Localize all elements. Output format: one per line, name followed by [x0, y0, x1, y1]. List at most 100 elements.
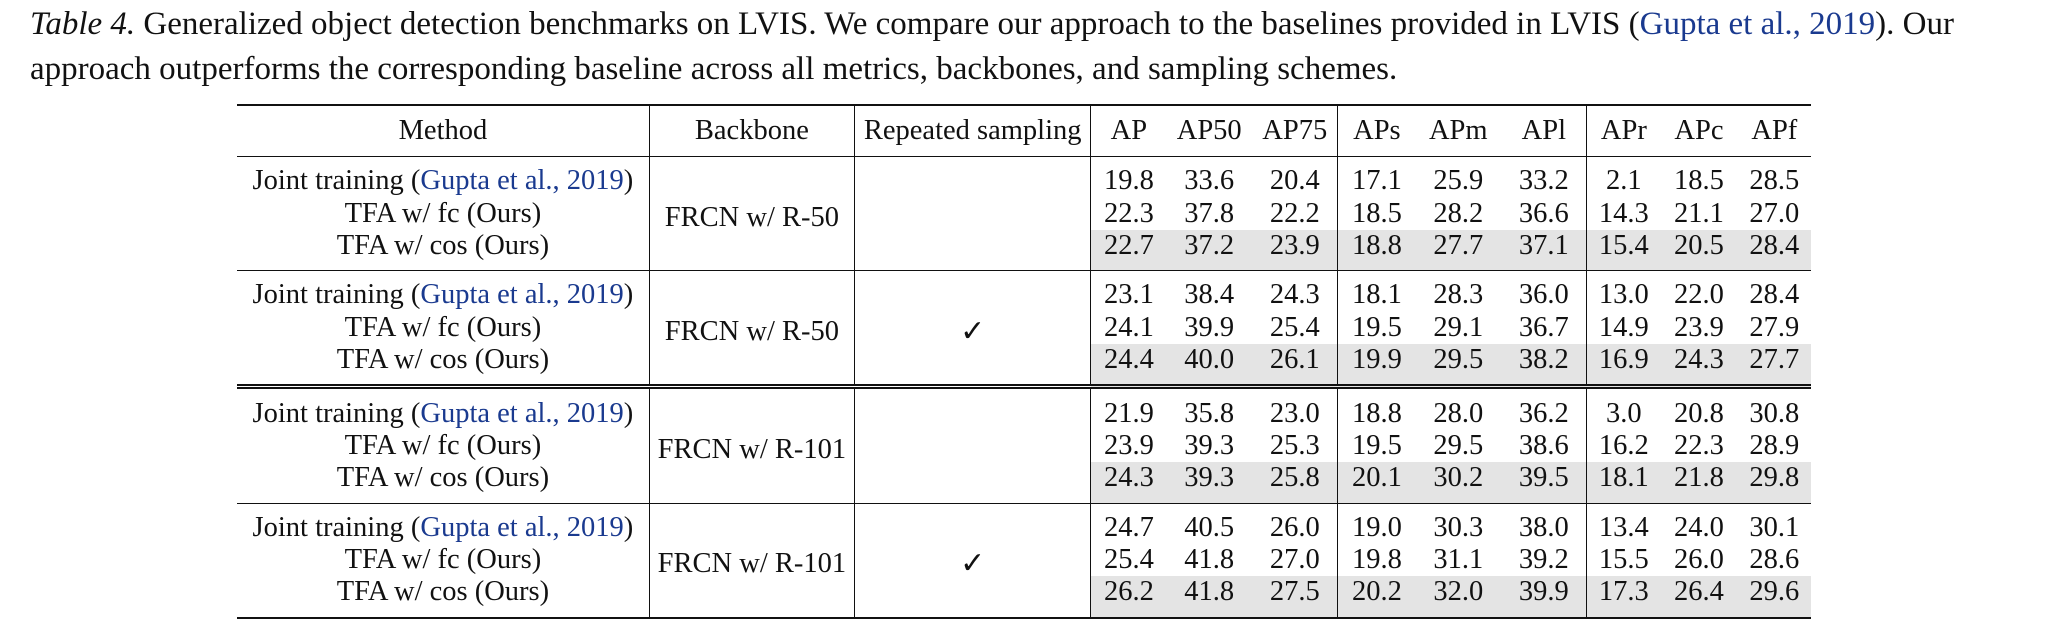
method-name: Joint training ( — [252, 279, 421, 311]
backbone-cell: FRCN w/ R-101 — [648, 386, 855, 504]
value-ap: 24.4 — [1090, 343, 1167, 387]
backbone-cell: FRCN w/ R-50 — [648, 270, 855, 387]
value-aps: 18.8 — [1337, 229, 1416, 271]
method-name: Joint training ( — [252, 165, 421, 197]
value-apf: 27.0 — [1749, 197, 1800, 229]
table-row: TFA w/ cos (Ours) 26.2 41.8 27.5 20.2 32.0 39.… — [237, 576, 1811, 618]
value-apm: 28.2 — [1433, 197, 1484, 229]
citation-link[interactable]: Gupta et al., 2019 — [420, 397, 624, 429]
table-row: TFA w/ fc (Ours) 23.9 39.3 25.3 19.5 29.5 38.6… — [237, 429, 1811, 463]
value-apc: 22.3 — [1674, 429, 1724, 461]
value-ap75: 27.5 — [1252, 576, 1338, 618]
value-apc: 21.1 — [1674, 197, 1724, 229]
value-apf: 28.5 — [1749, 165, 1800, 197]
value-ap75: 25.3 — [1269, 429, 1320, 461]
method-cell: TFA w/ cos (Ours) — [237, 230, 649, 271]
value-ap50: 38.4 — [1184, 279, 1235, 311]
value-ap75: 24.3 — [1269, 279, 1320, 311]
value-aps: 18.5 — [1337, 197, 1416, 230]
header-aps: APs — [1337, 105, 1416, 157]
value-apc: 24.3 — [1660, 343, 1738, 387]
caption-text-end: ). Our approach outperforms the correspo… — [30, 6, 1954, 87]
value-apr: 16.9 — [1586, 343, 1661, 387]
value-ap50: 37.8 — [1184, 197, 1235, 229]
value-aps: 19.5 — [1337, 311, 1416, 344]
value-ap50: 39.9 — [1184, 311, 1235, 343]
value-ap75: 22.2 — [1269, 197, 1320, 229]
value-apr: 17.3 — [1586, 576, 1661, 618]
repeated-sampling-cell — [853, 386, 1091, 504]
method-cell: TFA w/ fc (Ours) — [237, 430, 649, 462]
header-ap: AP — [1090, 105, 1167, 157]
method-name: TFA w/ fc (Ours) — [344, 311, 542, 343]
header-apc: APc — [1674, 115, 1724, 146]
value-apc: 22.0 — [1674, 279, 1724, 311]
value-aps: 18.1 — [1337, 270, 1416, 312]
method-name: TFA w/ cos (Ours) — [336, 344, 550, 376]
value-aps: 19.0 — [1337, 503, 1416, 544]
results-table: Method Backbone Repeated sampling AP AP5… — [237, 104, 1811, 619]
value-apr: 13.0 — [1586, 270, 1661, 312]
header-repeated-sampling: Repeated sampling — [853, 105, 1091, 157]
value-ap50: 39.3 — [1184, 429, 1235, 461]
value-ap75: 26.1 — [1252, 343, 1338, 387]
value-apl: 38.2 — [1501, 343, 1587, 387]
value-ap75: 26.0 — [1269, 511, 1320, 543]
method-name: TFA w/ cos (Ours) — [336, 576, 550, 608]
value-apc: 20.5 — [1660, 229, 1738, 271]
value-apm: 25.9 — [1433, 165, 1484, 197]
value-apf: 28.6 — [1749, 544, 1800, 576]
table-row: TFA w/ cos (Ours) 24.3 39.3 25.8 20.1 30.2 39.… — [237, 462, 1811, 504]
citation-link[interactable]: Gupta et al., 2019 — [420, 511, 624, 543]
value-apm: 28.0 — [1433, 397, 1484, 429]
method-cell: Joint training (Gupta et al., 2019) — [237, 157, 649, 198]
table-label: Table 4. — [30, 6, 136, 42]
value-ap: 24.7 — [1090, 503, 1167, 544]
value-ap75: 23.9 — [1252, 229, 1338, 271]
value-apr: 14.3 — [1586, 197, 1661, 230]
value-apc: 24.0 — [1674, 511, 1724, 543]
group-r50-repeated: Joint training (Gupta et al., 2019) FRCN … — [237, 270, 1811, 387]
value-apl: 36.2 — [1518, 397, 1569, 429]
value-ap: 24.1 — [1090, 311, 1167, 344]
value-apm: 27.7 — [1415, 229, 1502, 271]
value-apf: 27.7 — [1737, 343, 1811, 387]
citation-link[interactable]: Gupta et al., 2019 — [420, 279, 624, 311]
value-apc: 26.0 — [1674, 544, 1724, 576]
value-apf: 29.8 — [1737, 462, 1811, 504]
value-apl: 38.6 — [1518, 429, 1569, 461]
method-cell: TFA w/ cos (Ours) — [237, 576, 649, 617]
value-apm: 30.3 — [1433, 511, 1484, 543]
value-apl: 37.1 — [1501, 229, 1587, 271]
value-aps: 18.8 — [1337, 386, 1416, 430]
value-apl: 36.7 — [1518, 311, 1569, 343]
repeated-sampling-cell — [853, 156, 1091, 271]
table-row: Joint training (Gupta et al., 2019) FRCN … — [237, 270, 1811, 387]
value-ap: 23.1 — [1090, 270, 1167, 312]
value-apc: 23.9 — [1674, 311, 1724, 343]
value-apm: 32.0 — [1415, 576, 1502, 618]
value-aps: 19.9 — [1337, 343, 1416, 387]
value-apl: 39.9 — [1501, 576, 1587, 618]
backbone-cell: FRCN w/ R-50 — [648, 156, 855, 271]
method-suffix: ) — [623, 165, 634, 197]
value-apf: 28.4 — [1737, 229, 1811, 271]
method-name: TFA w/ fc (Ours) — [344, 197, 542, 229]
value-apm: 29.5 — [1433, 429, 1484, 461]
value-apr: 18.1 — [1586, 462, 1661, 504]
group-r101: Joint training (Gupta et al., 2019) FRCN … — [237, 386, 1811, 504]
citation-link[interactable]: Gupta et al., 2019 — [420, 165, 624, 197]
value-ap: 24.3 — [1090, 462, 1167, 504]
value-apl: 36.6 — [1518, 197, 1569, 229]
value-ap50: 41.8 — [1166, 576, 1253, 618]
header-row: Method Backbone Repeated sampling AP AP5… — [237, 105, 1811, 157]
table-row: TFA w/ cos (Ours) 22.7 37.2 23.9 18.8 27.7 37.… — [237, 229, 1811, 271]
value-apr: 2.1 — [1586, 156, 1661, 198]
table-row: TFA w/ cos (Ours) 24.4 40.0 26.1 19.9 29.5 38.… — [237, 343, 1811, 387]
value-apm: 29.5 — [1415, 343, 1502, 387]
value-apc: 18.5 — [1674, 165, 1724, 197]
citation-link[interactable]: Gupta et al., 2019 — [1639, 6, 1876, 42]
value-ap75: 25.8 — [1252, 462, 1338, 504]
value-apr: 15.4 — [1586, 229, 1661, 271]
value-apl: 39.2 — [1518, 544, 1569, 576]
